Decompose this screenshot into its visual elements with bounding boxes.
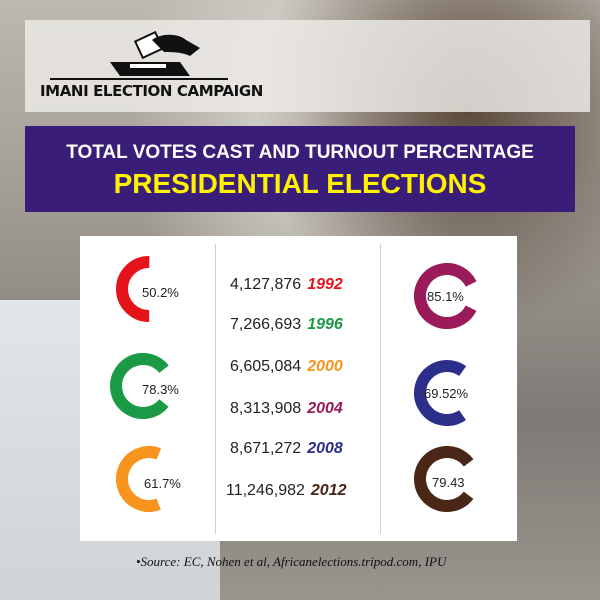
turnout-gauge-2008 — [414, 360, 480, 426]
year-label: 2008 — [307, 440, 343, 457]
chart-subtitle: PRESIDENTIAL ELECTIONS — [113, 168, 487, 199]
turnout-arc-2000 — [116, 446, 182, 512]
vote-row-1992: 4,127,876 1992 — [230, 276, 380, 294]
year-label: 1996 — [307, 316, 343, 333]
year-label: 2012 — [310, 482, 347, 499]
turnout-label-1996: 78.3% — [142, 382, 179, 397]
turnout-gauge-2012 — [414, 446, 480, 512]
turnout-gauge-2004 — [414, 263, 480, 329]
vote-row-2008: 8,671,272 2008 — [230, 440, 380, 458]
turnout-arc-1996 — [110, 353, 176, 419]
year-label: 2000 — [307, 358, 343, 375]
turnout-arc-2008 — [414, 360, 480, 426]
votes-value: 7,266,693 — [230, 316, 302, 333]
votes-value: 8,313,908 — [230, 400, 302, 417]
votes-value: 11,246,982 — [226, 482, 305, 499]
vote-row-2000: 6,605,084 2000 — [230, 358, 380, 376]
year-label: 2004 — [307, 400, 343, 417]
turnout-arc-1992 — [116, 256, 182, 322]
chart-title: TOTAL VOTES CAST AND TURNOUT PERCENTAGE — [66, 142, 534, 163]
brand-name: IMANI ELECTION CAMPAIGN — [40, 82, 263, 100]
turnout-arc-2004 — [414, 263, 480, 329]
turnout-label-2008: 69.52% — [424, 386, 469, 401]
votes-value: 4,127,876 — [230, 276, 302, 293]
turnout-gauge-1992 — [116, 256, 182, 322]
vote-row-1996: 7,266,693 1996 — [230, 316, 380, 334]
year-label: 1992 — [307, 276, 343, 293]
title-box: TOTAL VOTES CAST AND TURNOUT PERCENTAGE … — [25, 126, 575, 212]
ballot-box-icon — [50, 30, 228, 80]
turnout-label-2000: 61.7% — [144, 476, 181, 491]
turnout-label-2004: 85.1% — [427, 289, 464, 304]
votes-value: 6,605,084 — [230, 358, 302, 375]
turnout-gauge-2000 — [116, 446, 182, 512]
turnout-gauge-1996 — [110, 353, 176, 419]
votes-value: 8,671,272 — [230, 440, 302, 457]
turnout-label-1992: 50.2% — [142, 285, 179, 300]
source-note: •Source: EC, Nohen et al, Africanelectio… — [136, 554, 447, 569]
vote-row-2012: 11,246,982 2012 — [226, 482, 376, 500]
vote-row-2004: 8,313,908 2004 — [230, 400, 380, 418]
turnout-arc-2012 — [414, 446, 480, 512]
column-divider-right — [380, 244, 381, 534]
turnout-label-2012: 79.43 — [432, 475, 465, 490]
data-card: 4,127,876 1992 7,266,693 1996 6,605,084 2000 8… — [80, 236, 517, 541]
column-divider-left — [215, 244, 216, 534]
